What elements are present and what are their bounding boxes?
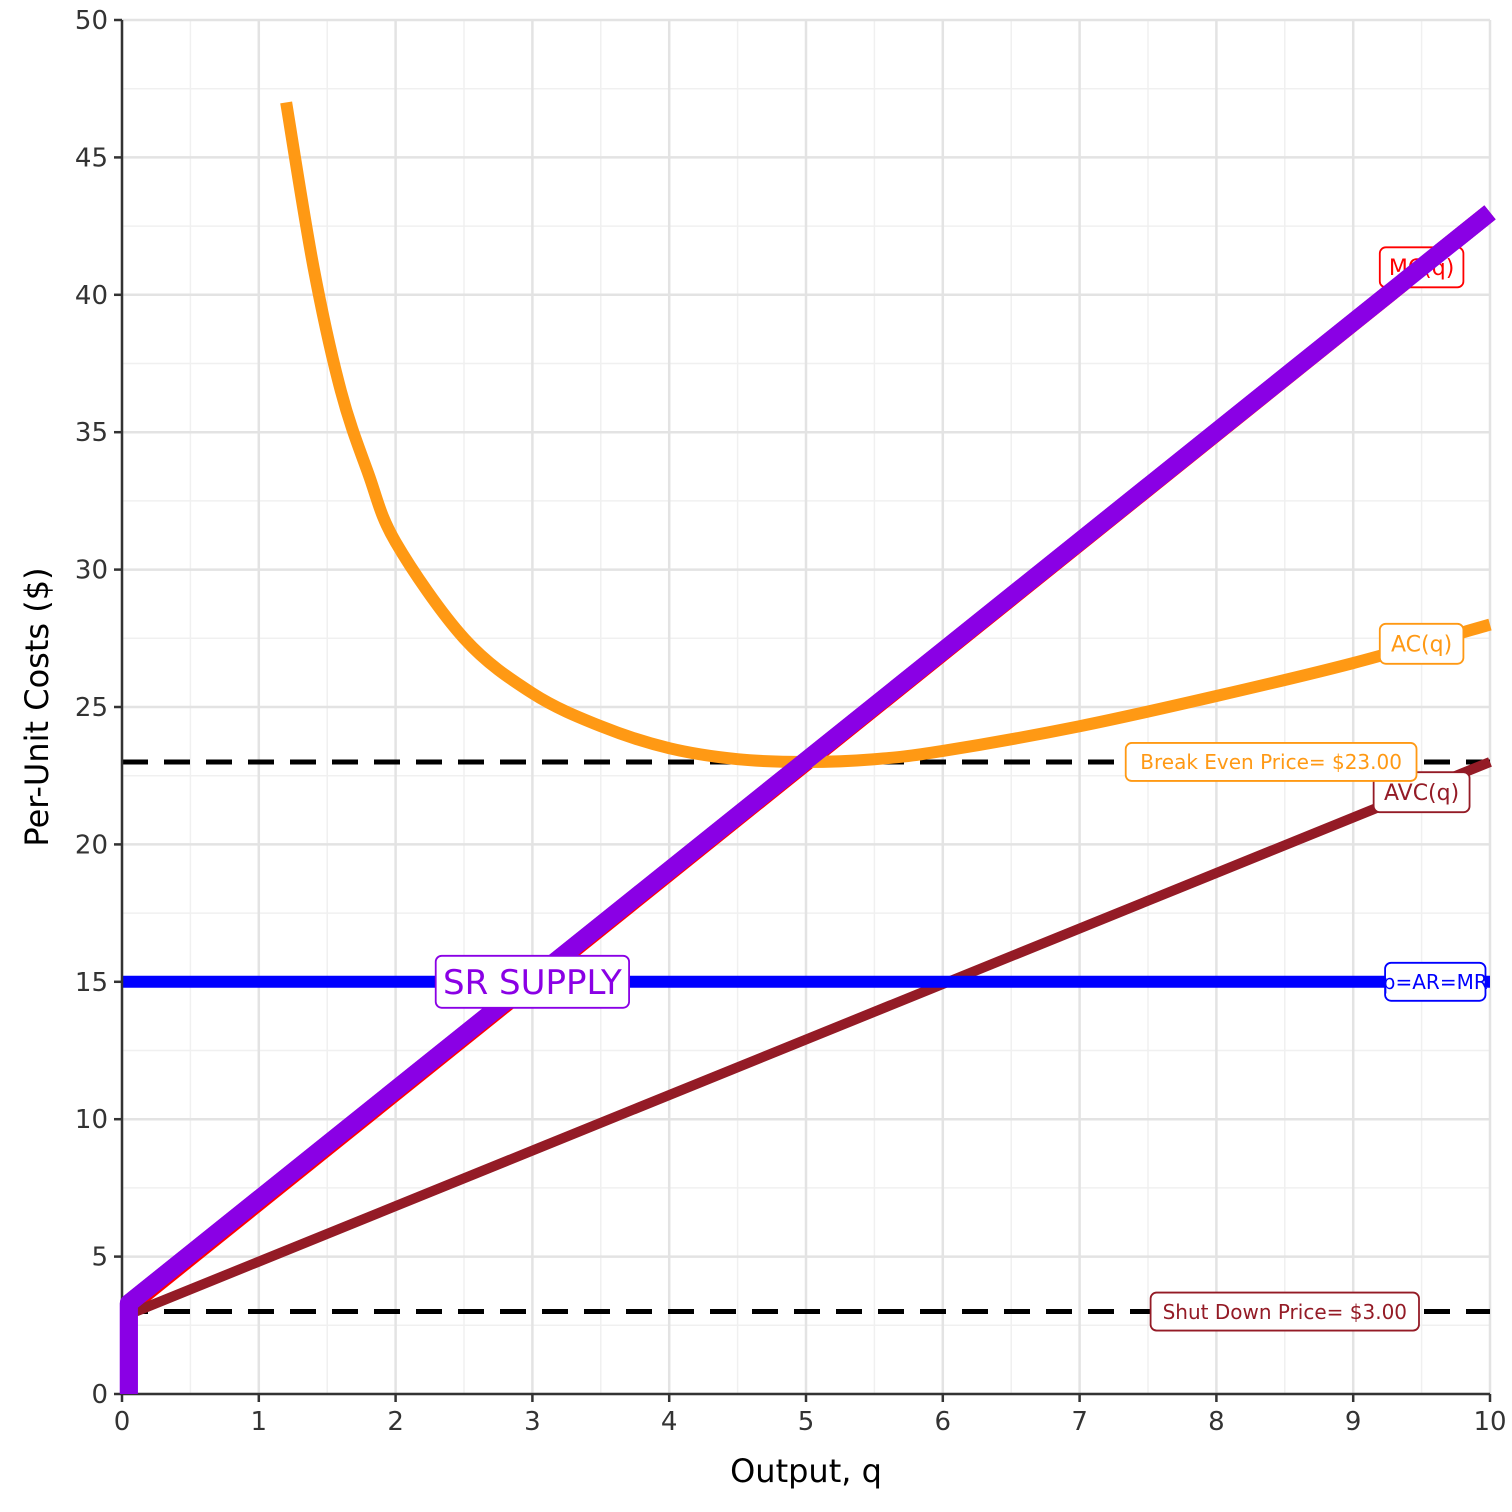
y-tick-label: 10 <box>75 1105 108 1135</box>
avc-label-box <box>1372 771 1471 814</box>
break-even-label-text: Break Even Price= $23.00 <box>1140 750 1402 774</box>
x-tick-label: 0 <box>114 1407 131 1437</box>
y-axis-title: Per-Unit Costs ($) <box>18 567 56 846</box>
ac-label-box <box>1378 622 1465 665</box>
supply-label-text: SR SUPPLY <box>443 963 622 1003</box>
series-line-ac-q- <box>280 101 1492 768</box>
break-even-label: Break Even Price= $23.00 <box>1124 742 1418 782</box>
y-tick-label: 25 <box>75 693 108 723</box>
shut-down-label-box <box>1149 1291 1420 1332</box>
x-axis-title: Output, q <box>730 1452 882 1490</box>
x-tick-label: 1 <box>251 1407 268 1437</box>
y-tick-label: 15 <box>75 968 108 998</box>
y-tick-label: 30 <box>75 556 108 586</box>
shut-down-label: Shut Down Price= $3.00 <box>1149 1291 1420 1332</box>
axes <box>114 18 1492 1402</box>
avc-label: AVC(q) <box>1372 771 1471 814</box>
y-tick-label: 50 <box>75 6 108 36</box>
x-tick-label: 9 <box>1345 1407 1362 1437</box>
ac-label: AC(q) <box>1378 622 1465 665</box>
price-label-box <box>1384 961 1487 1002</box>
x-tick-label: 10 <box>1473 1407 1506 1437</box>
y-tick-label: 35 <box>75 418 108 448</box>
price-label-text: p=AR=MR <box>1383 970 1488 994</box>
x-tick-label: 6 <box>935 1407 952 1437</box>
y-tick-label: 20 <box>75 830 108 860</box>
price-label: p=AR=MR <box>1383 961 1488 1002</box>
x-tick-label: 5 <box>798 1407 815 1437</box>
ac-label-text: AC(q) <box>1391 633 1452 658</box>
x-tick-label: 8 <box>1208 1407 1225 1437</box>
y-tick-label: 0 <box>91 1380 108 1410</box>
series-line-avc-q- <box>133 757 1492 1317</box>
avc-label-text: AVC(q) <box>1384 781 1459 806</box>
supply-label: SR SUPPLY <box>434 954 630 1009</box>
y-tick-label: 40 <box>75 281 108 311</box>
x-tick-label: 7 <box>1071 1407 1088 1437</box>
x-tick-label: 4 <box>661 1407 678 1437</box>
y-tick-label: 5 <box>91 1243 108 1273</box>
break-even-label-box <box>1124 742 1418 782</box>
y-tick-label: 45 <box>75 143 108 173</box>
series-line-sr-supply-overlay <box>119 205 1496 1394</box>
shut-down-label-text: Shut Down Price= $3.00 <box>1163 1300 1407 1324</box>
x-tick-label: 3 <box>524 1407 541 1437</box>
x-tick-label: 2 <box>387 1407 404 1437</box>
supply-label-box <box>434 954 630 1009</box>
